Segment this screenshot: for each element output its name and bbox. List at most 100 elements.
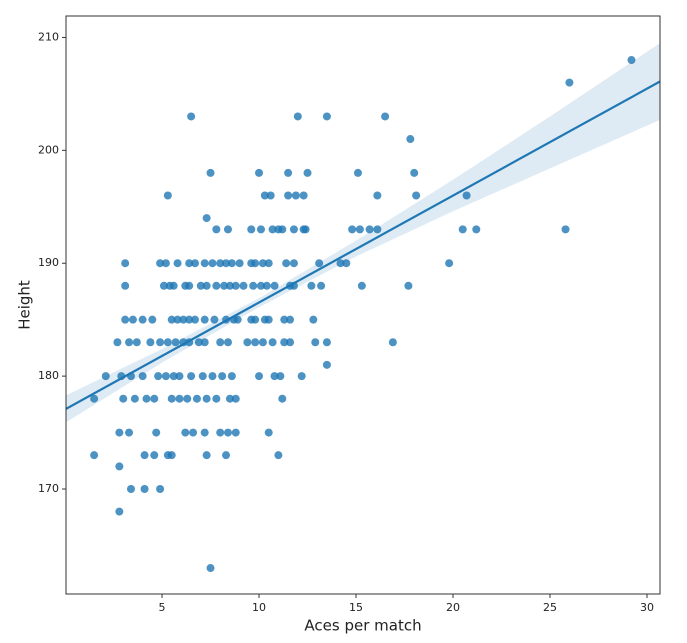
- point: [138, 372, 147, 381]
- point: [187, 372, 196, 381]
- point: [260, 191, 269, 200]
- point: [187, 112, 196, 121]
- point: [121, 281, 130, 290]
- point: [202, 451, 211, 460]
- y-tick-label: 210: [38, 30, 59, 43]
- point: [373, 191, 382, 200]
- point: [185, 259, 194, 268]
- point: [251, 315, 260, 324]
- point: [167, 451, 176, 460]
- point: [225, 281, 234, 290]
- point: [194, 338, 203, 347]
- point: [115, 507, 124, 516]
- point: [355, 225, 364, 234]
- point: [270, 281, 279, 290]
- point: [159, 281, 168, 290]
- point: [322, 360, 331, 369]
- point: [163, 191, 172, 200]
- point: [235, 259, 244, 268]
- point: [198, 372, 207, 381]
- point: [175, 394, 184, 403]
- point: [264, 315, 273, 324]
- point: [317, 281, 326, 290]
- point: [216, 338, 225, 347]
- point: [243, 338, 252, 347]
- point: [303, 168, 312, 177]
- point: [128, 315, 137, 324]
- point: [353, 168, 362, 177]
- point: [222, 451, 231, 460]
- point: [175, 372, 184, 381]
- point: [90, 394, 99, 403]
- y-tick-label: 190: [38, 256, 59, 269]
- point: [282, 259, 291, 268]
- point: [150, 394, 159, 403]
- point: [322, 338, 331, 347]
- point: [307, 281, 316, 290]
- point: [119, 394, 128, 403]
- point: [286, 315, 295, 324]
- point: [202, 281, 211, 290]
- point: [258, 259, 267, 268]
- point: [297, 372, 306, 381]
- point: [210, 315, 219, 324]
- point: [125, 428, 134, 437]
- point: [284, 168, 293, 177]
- point: [113, 338, 122, 347]
- point: [388, 338, 397, 347]
- point: [125, 338, 134, 347]
- point: [200, 428, 209, 437]
- point: [255, 372, 264, 381]
- point: [255, 168, 264, 177]
- point: [169, 372, 178, 381]
- point: [410, 168, 419, 177]
- point: [249, 281, 258, 290]
- point: [291, 191, 300, 200]
- point: [231, 428, 240, 437]
- point: [225, 394, 234, 403]
- point: [561, 225, 570, 234]
- point: [256, 281, 265, 290]
- point: [163, 338, 172, 347]
- point: [223, 428, 232, 437]
- point: [286, 338, 295, 347]
- x-tick-label: 20: [446, 601, 460, 614]
- point: [90, 451, 99, 460]
- point: [154, 372, 163, 381]
- point: [152, 428, 161, 437]
- point: [121, 259, 130, 268]
- y-tick-label: 180: [38, 369, 59, 382]
- point: [227, 259, 236, 268]
- point: [167, 315, 176, 324]
- point: [212, 225, 221, 234]
- point: [156, 338, 165, 347]
- point: [156, 259, 165, 268]
- point: [185, 315, 194, 324]
- point: [208, 372, 217, 381]
- point: [274, 451, 283, 460]
- point: [472, 225, 481, 234]
- point: [173, 315, 182, 324]
- point: [202, 394, 211, 403]
- point: [200, 338, 209, 347]
- x-axis-title: Aces per match: [304, 617, 421, 635]
- point: [278, 394, 287, 403]
- point: [218, 372, 227, 381]
- point: [171, 338, 180, 347]
- point: [216, 259, 225, 268]
- point: [140, 451, 149, 460]
- point: [115, 428, 124, 437]
- point: [565, 78, 574, 87]
- point: [315, 259, 324, 268]
- point: [627, 56, 636, 65]
- plot-frame: [65, 15, 661, 595]
- point: [357, 281, 366, 290]
- point: [262, 281, 271, 290]
- point: [200, 259, 209, 268]
- y-tick-label: 200: [38, 143, 59, 156]
- point: [181, 428, 190, 437]
- point: [101, 372, 110, 381]
- x-tick-label: 30: [640, 601, 654, 614]
- point: [365, 225, 374, 234]
- point: [115, 462, 124, 471]
